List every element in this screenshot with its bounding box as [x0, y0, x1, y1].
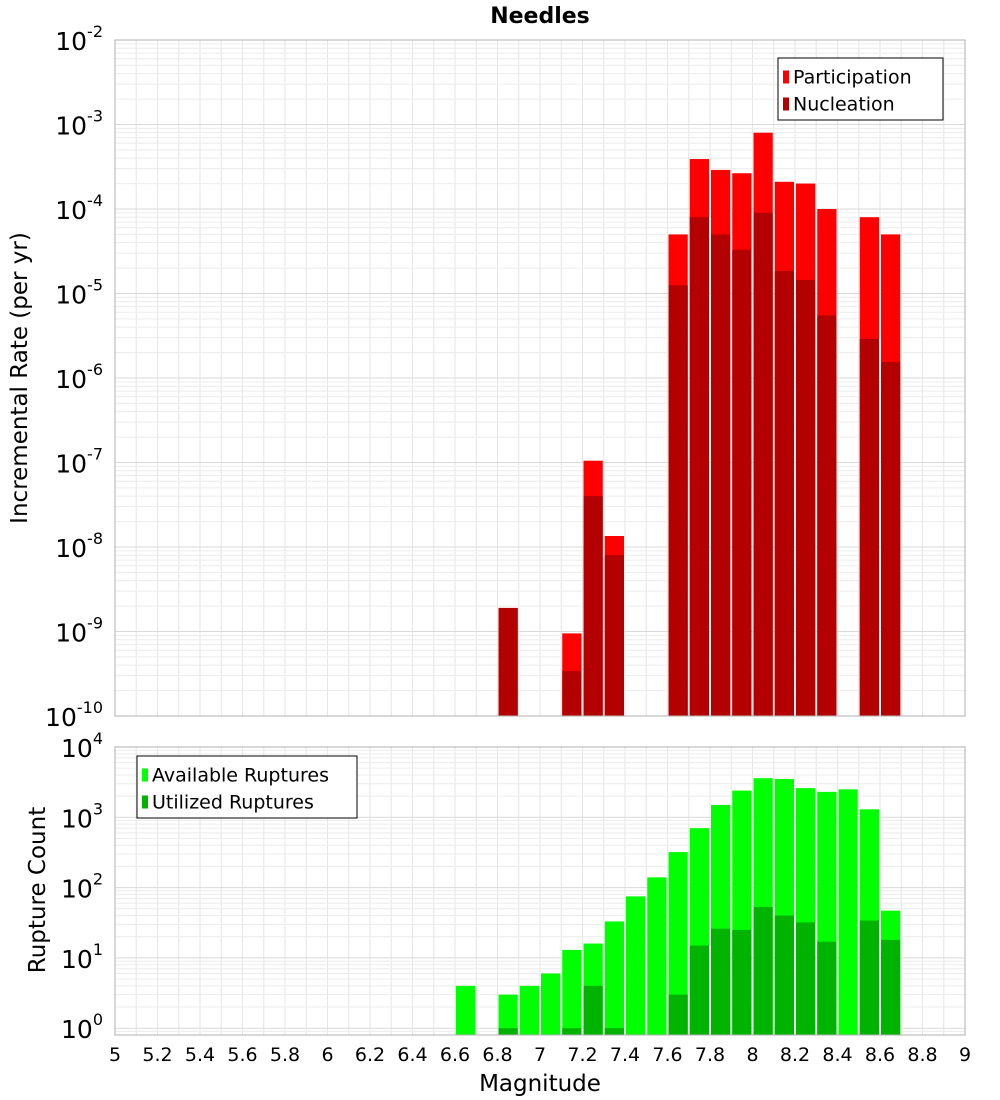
bar — [689, 217, 709, 716]
x-tick-label: 7 — [534, 1044, 546, 1066]
y-tick-label: 10-2 — [55, 22, 103, 56]
bar — [456, 985, 476, 1035]
x-tick-label: 8.2 — [780, 1044, 810, 1066]
plot-frame — [114, 39, 966, 717]
y-tick-label: 101 — [61, 940, 103, 974]
x-tick-label: 7.4 — [610, 1044, 640, 1066]
x-tick-label: 7.8 — [695, 1044, 725, 1066]
top-y-axis-label: Incremental Rate (per yr) — [7, 232, 33, 524]
bar — [562, 671, 582, 716]
bar — [647, 877, 667, 1035]
y-tick-label: 10-10 — [45, 698, 103, 732]
x-tick-label: 6 — [321, 1044, 333, 1066]
legend: Participation Nucleation — [777, 57, 944, 121]
bar — [732, 929, 752, 1035]
x-tick-label: 5.8 — [270, 1044, 300, 1066]
x-tick-label: 7.2 — [567, 1044, 597, 1066]
bar — [626, 896, 646, 1035]
series-nucleation — [498, 212, 901, 717]
plot-frame — [114, 746, 966, 1036]
x-tick-label: 6.8 — [482, 1044, 512, 1066]
x-tick-label: 6.6 — [440, 1044, 470, 1066]
bar — [859, 338, 879, 716]
x-tick-label: 5 — [109, 1044, 121, 1066]
bar — [668, 994, 688, 1035]
bar — [498, 994, 518, 1035]
x-tick-label: 6.2 — [355, 1044, 385, 1066]
y-tick-label: 100 — [61, 1010, 103, 1044]
bottom-y-axis-label: Rupture Count — [25, 807, 51, 973]
bar — [753, 212, 773, 716]
y-tick-label: 102 — [61, 870, 103, 904]
x-tick-label: 8 — [746, 1044, 758, 1066]
y-tick-labels: 10-10 10-9 10-8 10-7 10-6 10-5 10-4 10-3 10-2 — [45, 22, 103, 732]
bottom-plot-area: 100 101 102 103 104 Available Ruptures Utilize… — [61, 729, 971, 1066]
chart-title: Needles — [490, 4, 590, 29]
bar — [774, 915, 794, 1035]
legend-swatch — [783, 97, 789, 111]
bar — [604, 921, 624, 1035]
x-tick-label: 8.4 — [822, 1044, 852, 1066]
bar — [859, 920, 879, 1035]
legend: Available Ruptures Utilized Ruptures — [136, 755, 358, 819]
bar — [583, 985, 603, 1035]
bar — [604, 1028, 624, 1035]
x-tick-label: 5.4 — [185, 1044, 215, 1066]
bar — [519, 985, 539, 1035]
legend-label: Utilized Ruptures — [152, 792, 314, 814]
bar — [732, 249, 752, 716]
y-tick-label: 10-7 — [55, 445, 103, 479]
series-utilized-ruptures — [498, 906, 901, 1035]
bar — [562, 949, 582, 1035]
x-tick-label: 5.2 — [142, 1044, 172, 1066]
bar — [689, 945, 709, 1035]
x-tick-label: 8.6 — [865, 1044, 895, 1066]
y-tick-label: 10-5 — [55, 276, 103, 310]
x-tick-label: 6.4 — [397, 1044, 427, 1066]
bar — [668, 852, 688, 1035]
legend-swatch — [142, 768, 148, 782]
bar — [604, 555, 624, 716]
top-plot-area: 10-10 10-9 10-8 10-7 10-6 10-5 10-4 10-3 10-2 Par… — [45, 22, 966, 732]
y-tick-label: 10-3 — [55, 107, 103, 141]
y-tick-labels: 100 101 102 103 104 — [61, 729, 103, 1044]
y-tick-label: 104 — [61, 729, 103, 763]
bar — [753, 906, 773, 1035]
x-tick-label: 8.8 — [907, 1044, 937, 1066]
y-tick-label: 10-6 — [55, 360, 103, 394]
y-tick-label: 10-4 — [55, 191, 103, 225]
bar — [817, 315, 837, 716]
bar — [711, 234, 731, 717]
x-tick-label: 9 — [959, 1044, 971, 1066]
grid — [114, 40, 966, 717]
bar — [817, 941, 837, 1035]
x-tick-label: 5.6 — [227, 1044, 257, 1066]
y-tick-label: 10-8 — [55, 529, 103, 563]
bar — [796, 279, 816, 716]
legend-label: Nucleation — [793, 94, 895, 116]
bar — [562, 1028, 582, 1035]
x-tick-labels: 5 5.2 5.4 5.6 5.8 6 6.2 6.4 6.6 6.8 7 7.2 7.4 7.6 7.8 8… — [109, 1044, 971, 1066]
y-tick-label: 10-9 — [55, 614, 103, 648]
legend-label: Participation — [793, 67, 912, 89]
bar — [498, 1028, 518, 1035]
bar — [881, 361, 901, 716]
bar — [711, 928, 731, 1035]
bar — [796, 922, 816, 1035]
bar — [583, 496, 603, 716]
legend-swatch — [142, 795, 148, 809]
legend-label: Available Ruptures — [152, 765, 329, 787]
bar — [838, 789, 858, 1035]
bar — [881, 939, 901, 1035]
bar — [774, 270, 794, 716]
legend-swatch — [783, 70, 789, 84]
bar — [498, 607, 518, 716]
x-tick-label: 7.6 — [652, 1044, 682, 1066]
y-tick-label: 103 — [61, 799, 103, 833]
bar — [541, 973, 561, 1035]
x-axis-label: Magnitude — [479, 1071, 601, 1097]
bar — [668, 285, 688, 716]
